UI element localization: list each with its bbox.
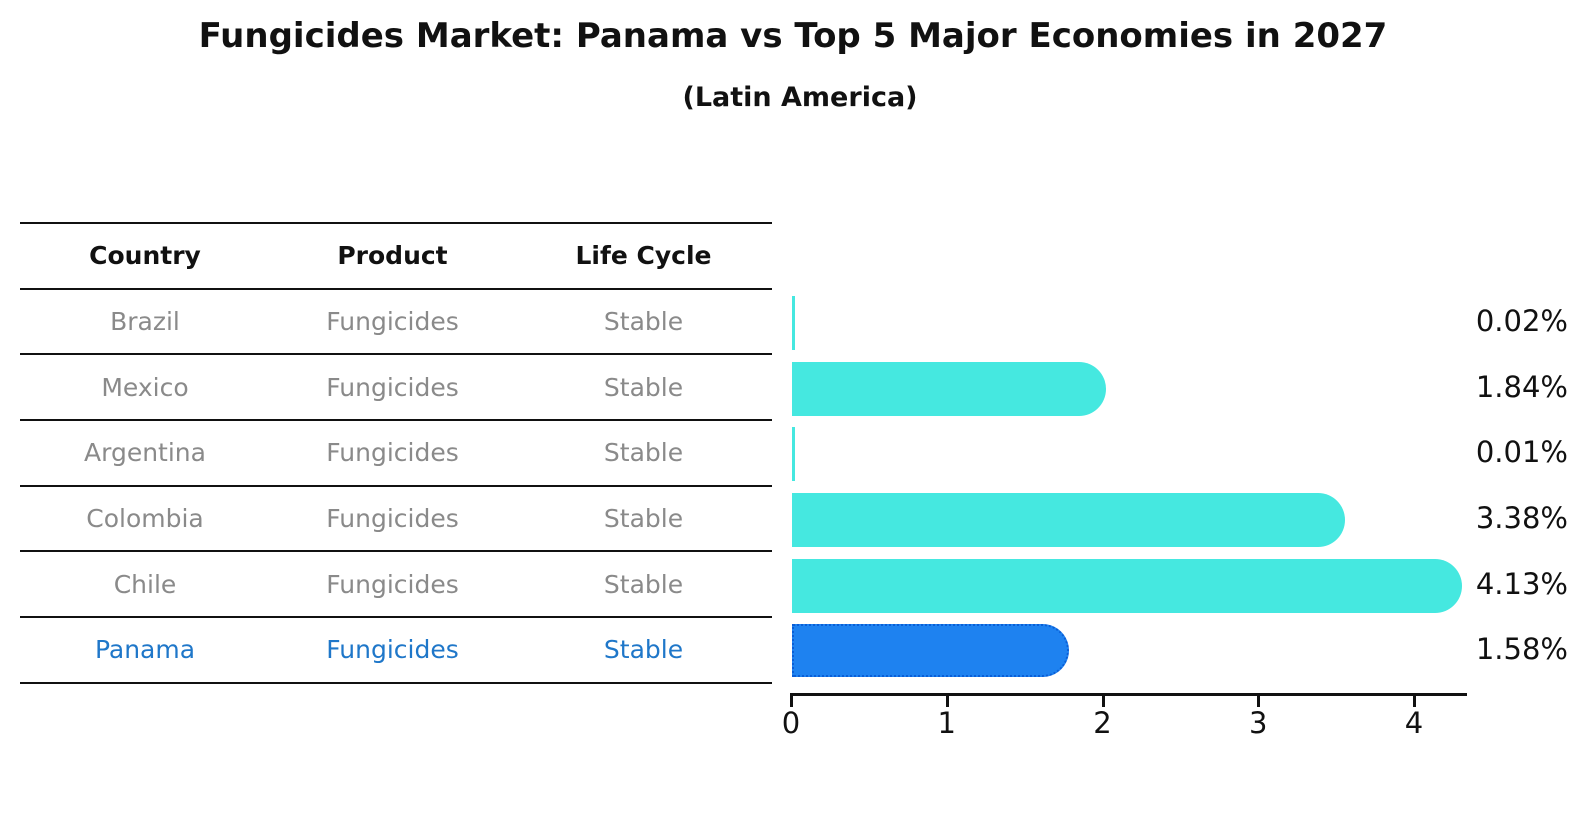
table-row-panama: Panama Fungicides Stable	[20, 618, 772, 684]
cell-country: Colombia	[86, 504, 204, 534]
cell-life-cycle: Stable	[603, 569, 684, 599]
value-label-chile: 4.13%	[1475, 566, 1568, 601]
cell-life-cycle: Stable	[603, 372, 684, 402]
x-tick-1	[945, 695, 949, 707]
cell-product: Fungicides	[326, 307, 459, 337]
value-label-argentina: 0.01%	[1475, 435, 1568, 470]
x-axis-line	[790, 693, 1467, 696]
table-header-life-cycle: Life Cycle	[575, 241, 712, 271]
table-header-row: Country Product Life Cycle	[20, 224, 772, 290]
table-row-mexico: Mexico Fungicides Stable	[20, 355, 772, 422]
cell-life-cycle: Stable	[603, 635, 684, 665]
x-tick-3	[1257, 695, 1261, 707]
cell-life-cycle: Stable	[603, 438, 684, 468]
cell-life-cycle: Stable	[603, 504, 684, 534]
table-header-product: Product	[337, 241, 448, 271]
x-tick-label-0: 0	[781, 706, 801, 740]
bar-brazil	[792, 295, 795, 350]
table-header-country: Country	[89, 241, 201, 271]
x-tick-4	[1413, 695, 1416, 707]
country-table: Country Product Life Cycle Brazil Fungici…	[20, 222, 772, 684]
cell-product: Fungicides	[326, 635, 459, 665]
table-row-colombia: Colombia Fungicides Stable	[20, 487, 772, 553]
bar-chile	[792, 558, 1463, 613]
x-tick-label-1: 1	[937, 706, 956, 740]
cell-product: Fungicides	[326, 372, 459, 402]
cell-life-cycle: Stable	[603, 307, 684, 337]
bar-colombia	[792, 492, 1346, 547]
value-label-brazil: 0.02%	[1475, 303, 1568, 338]
table-row-argentina: Argentina Fungicides Stable	[20, 421, 772, 487]
cell-country: Brazil	[110, 307, 180, 337]
cell-country: Argentina	[84, 438, 206, 468]
cell-country: Panama	[94, 635, 196, 665]
value-label-mexico: 1.84%	[1475, 369, 1568, 404]
table-row-brazil: Brazil Fungicides Stable	[20, 290, 772, 356]
chart-title: Fungicides Market: Panama vs Top 5 Major…	[198, 16, 1388, 56]
table-row-chile: Chile Fungicides Stable	[20, 552, 772, 619]
cell-country: Chile	[113, 569, 177, 599]
x-tick-2	[1101, 695, 1105, 707]
x-tick-label-2: 2	[1093, 706, 1112, 740]
bar-panama	[792, 624, 1070, 678]
x-tick-label-4: 4	[1404, 706, 1424, 740]
cell-product: Fungicides	[326, 569, 459, 599]
chart-subtitle: (Latin America)	[682, 82, 918, 113]
table-body: Brazil Fungicides Stable Mexico Fungicides St…	[20, 290, 772, 684]
bar-mexico	[792, 361, 1106, 416]
cell-product: Fungicides	[326, 438, 459, 468]
cell-product: Fungicides	[326, 504, 459, 534]
x-tick-0	[790, 695, 793, 707]
value-label-panama: 1.58%	[1475, 632, 1568, 667]
cell-country: Mexico	[101, 372, 189, 402]
x-tick-label-3: 3	[1249, 706, 1268, 740]
bar-argentina	[792, 427, 795, 482]
value-label-colombia: 3.38%	[1475, 500, 1568, 535]
